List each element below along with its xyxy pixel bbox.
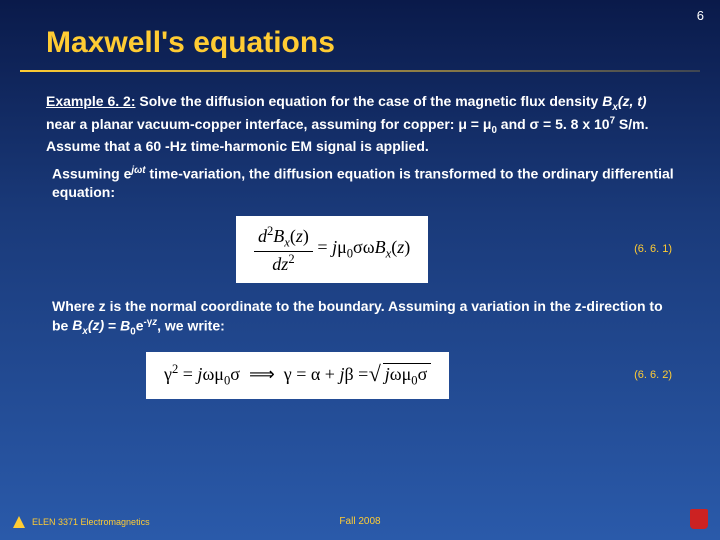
- example-intro-body: Solve the diffusion equation for the cas…: [46, 93, 649, 154]
- page-number: 6: [697, 8, 704, 23]
- page-title: Maxwell's equations: [0, 0, 720, 70]
- eq2-radicand: jωμ0σ: [383, 363, 432, 389]
- eq1-numerator: d2Bx(z): [254, 224, 313, 252]
- footer-right: [690, 509, 708, 534]
- equation-1-row: d2Bx(z) dz2 = jμ0σωBx(z) (6. 6. 1): [46, 216, 674, 283]
- logo-icon: [12, 515, 26, 529]
- eq1-rhs: = jμ0σωBx(z): [313, 237, 410, 257]
- equation-1-number: (6. 6. 1): [634, 243, 674, 255]
- footer: ELEN 3371 Electromagnetics Fall 2008: [0, 509, 720, 534]
- equation-2-row: γ2 = jωμ0σ ⟹ γ = α + jβ = jωμ0σ (6. 6. 2…: [46, 352, 674, 399]
- shield-icon: [690, 509, 708, 529]
- equation-1: d2Bx(z) dz2 = jμ0σωBx(z): [236, 216, 428, 283]
- example-label: Example 6. 2:: [46, 93, 136, 109]
- where-text: Where z is the normal coordinate to the …: [46, 297, 674, 339]
- assuming-text: Assuming ejωt time-variation, the diffus…: [46, 164, 674, 202]
- eq2-lhs: γ2 = jωμ0σ ⟹ γ = α + jβ =: [164, 364, 373, 384]
- course-label: ELEN 3371 Electromagnetics: [32, 517, 150, 527]
- equation-2-number: (6. 6. 2): [634, 369, 674, 381]
- footer-center: Fall 2008: [339, 516, 380, 527]
- example-text: Example 6. 2: Solve the diffusion equati…: [46, 92, 674, 156]
- eq1-denominator: dz2: [254, 252, 313, 275]
- equation-2: γ2 = jωμ0σ ⟹ γ = α + jβ = jωμ0σ: [146, 352, 449, 399]
- content-area: Example 6. 2: Solve the diffusion equati…: [0, 72, 720, 399]
- footer-left: ELEN 3371 Electromagnetics: [12, 515, 150, 529]
